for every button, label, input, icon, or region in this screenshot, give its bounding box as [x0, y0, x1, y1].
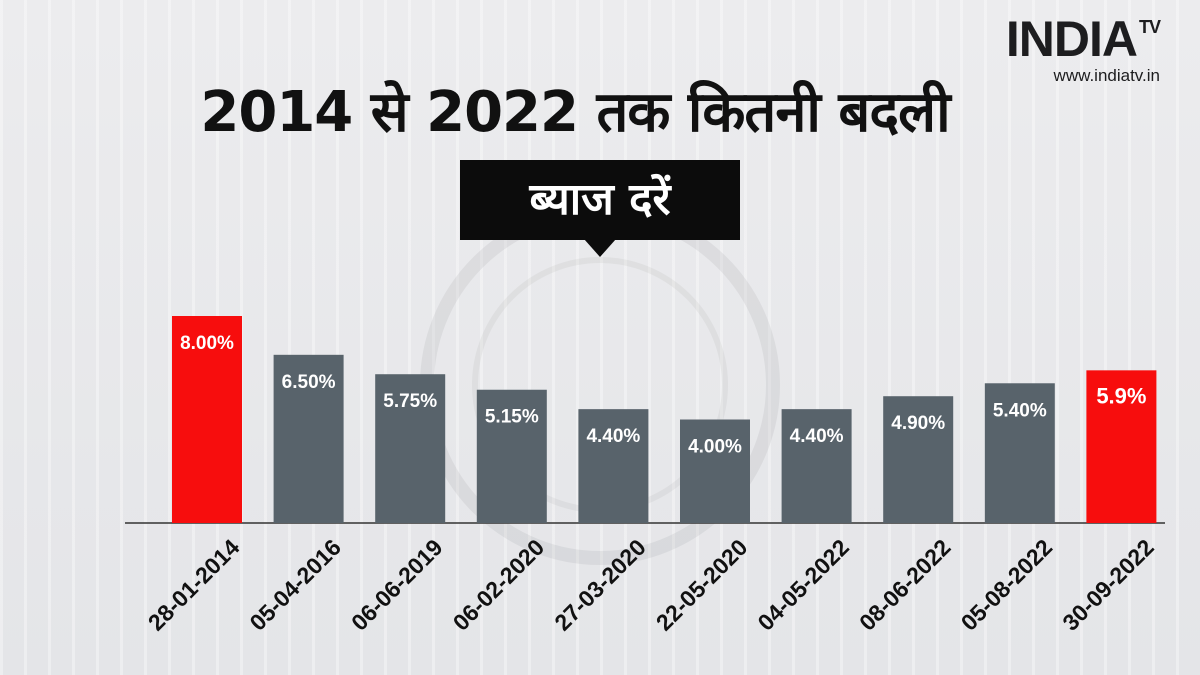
subtitle-pointer — [584, 239, 616, 257]
data-label-06-02-2020: 5.15% — [485, 407, 539, 428]
brand-logo-text: INDIA TV — [1005, 11, 1161, 67]
data-label-27-03-2020: 4.40% — [586, 426, 640, 447]
bar-06-06-2019 — [375, 374, 446, 523]
bar-27-03-2020 — [578, 409, 649, 523]
bar-08-06-2022 — [883, 396, 954, 523]
chart-title: 2014 से 2022 तक कितनी बदली — [200, 80, 950, 145]
chart-subtitle: ब्याज दरें — [460, 160, 740, 240]
brand-superscript: TV — [1138, 17, 1161, 37]
data-label-06-06-2019: 5.75% — [383, 391, 437, 412]
data-label-05-04-2016: 6.50% — [282, 372, 336, 393]
data-label-04-05-2022: 4.40% — [790, 426, 844, 447]
data-label-05-08-2022: 5.40% — [993, 400, 1047, 421]
bar-28-01-2014 — [172, 316, 242, 523]
bar-04-05-2022 — [781, 409, 852, 523]
bar-22-05-2020 — [680, 419, 750, 523]
data-label-22-05-2020: 4.00% — [688, 437, 742, 458]
x-tick-label-28-01-2014: 28-01-2014 — [143, 534, 245, 636]
x-tick-label-05-04-2016: 05-04-2016 — [244, 534, 346, 636]
x-tick-label-06-02-2020: 06-02-2020 — [448, 534, 550, 636]
data-label-28-01-2014: 8.00% — [180, 333, 234, 354]
brand-url: www.indiatv.in — [1053, 66, 1160, 85]
bar-05-08-2022 — [984, 383, 1055, 523]
brand-name: INDIA — [1005, 11, 1138, 67]
x-tick-label-06-06-2019: 06-06-2019 — [346, 534, 448, 636]
x-tick-label-27-03-2020: 27-03-2020 — [549, 534, 651, 636]
x-tick-label-30-09-2022: 30-09-2022 — [1057, 534, 1159, 636]
bar-30-09-2022 — [1086, 370, 1157, 523]
bar-05-04-2016 — [273, 354, 344, 523]
x-tick-label-05-08-2022: 05-08-2022 — [956, 534, 1058, 636]
data-label-30-09-2022: 5.9% — [1096, 383, 1146, 408]
subtitle-box: ब्याज दरें — [460, 160, 740, 257]
data-label-08-06-2022: 4.90% — [891, 413, 945, 434]
x-tick-label-04-05-2022: 04-05-2022 — [752, 534, 854, 636]
bar-06-02-2020 — [476, 389, 547, 523]
x-tick-label-08-06-2022: 08-06-2022 — [854, 534, 956, 636]
x-tick-label-22-05-2020: 22-05-2020 — [651, 534, 753, 636]
brand-logo: INDIA TV www.indiatv.in — [1005, 11, 1161, 86]
